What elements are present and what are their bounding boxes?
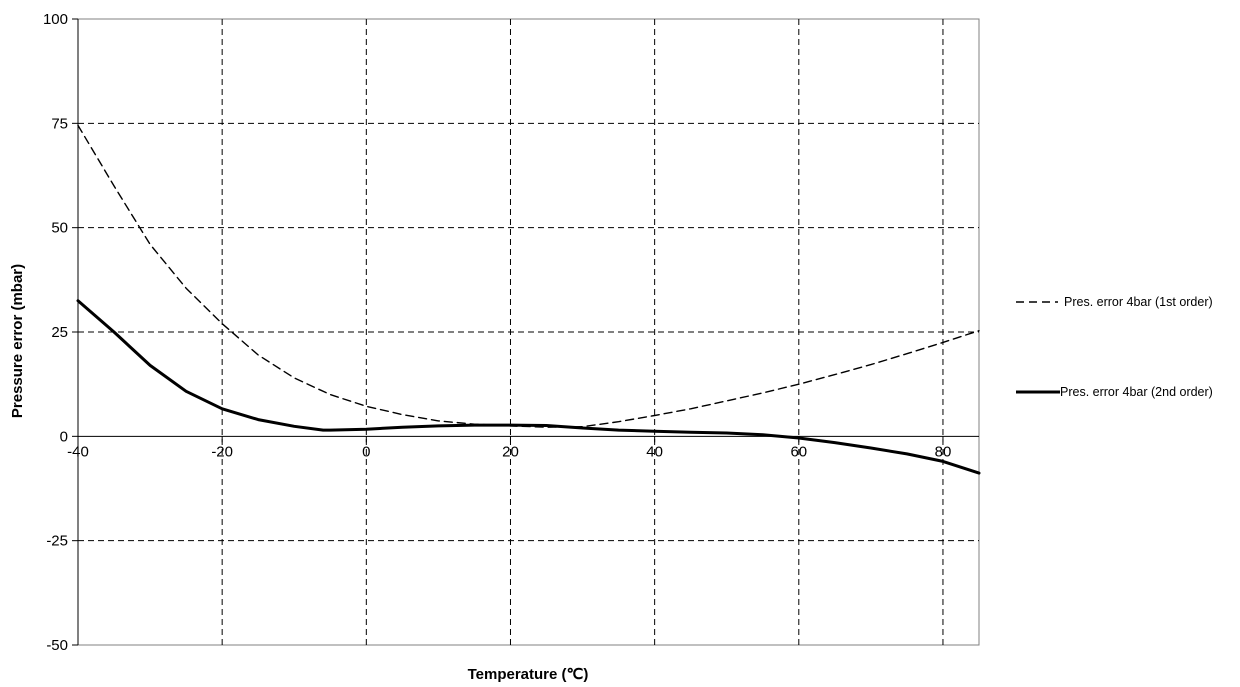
legend-label-2nd-order: Pres. error 4bar (2nd order) (1060, 385, 1213, 399)
y-tick-label: 50 (51, 220, 68, 237)
legend: Pres. error 4bar (1st order) Pres. error… (1016, 295, 1213, 399)
zero-axis (72, 18, 979, 646)
x-tick-label: -40 (67, 443, 89, 460)
x-tick-label: 40 (646, 443, 663, 460)
tick-labels: -50 -25 0 25 50 75 100 -40 -20 0 20 40 60 80 (43, 11, 951, 654)
grid-lines (78, 19, 979, 645)
y-axis-title: Pressure error (mbar) (9, 264, 26, 418)
x-axis-title: Temperature (℃) (468, 666, 589, 683)
y-tick-label: -25 (46, 533, 68, 550)
y-tick-label: -50 (46, 637, 68, 654)
y-tick-label: 75 (51, 115, 68, 132)
x-tick-label: 60 (790, 443, 807, 460)
y-tick-label: 25 (51, 324, 68, 341)
x-tick-label: 0 (362, 443, 370, 460)
series-lines (76, 124, 981, 475)
legend-label-1st-order: Pres. error 4bar (1st order) (1064, 295, 1213, 309)
x-tick-label: -20 (211, 443, 233, 460)
x-tick-label: 20 (502, 443, 519, 460)
y-tick-label: 100 (43, 11, 68, 28)
x-tick-label: 80 (935, 443, 952, 460)
series-line-2nd-order (76, 299, 981, 475)
y-tick-label: 0 (60, 428, 68, 445)
